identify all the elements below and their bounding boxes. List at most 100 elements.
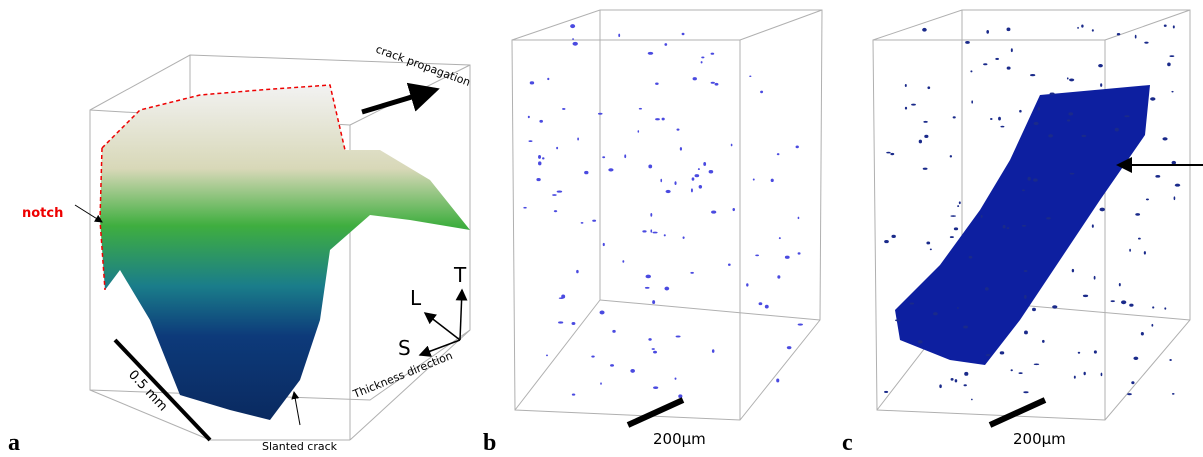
pore	[648, 338, 652, 341]
pore	[917, 340, 923, 344]
pore	[1140, 332, 1144, 336]
pore	[1129, 248, 1131, 252]
pore	[746, 283, 749, 287]
pore	[539, 119, 543, 123]
pore	[1010, 48, 1013, 53]
pore	[690, 188, 693, 193]
pore	[776, 378, 780, 383]
pore	[1171, 393, 1175, 395]
pore	[650, 229, 653, 233]
pore	[891, 234, 896, 239]
pore	[1068, 112, 1074, 116]
pore	[1033, 121, 1039, 126]
axis-l-label: L	[410, 286, 422, 310]
pore	[970, 70, 973, 73]
pore	[764, 304, 769, 309]
pore	[638, 107, 642, 110]
pore	[797, 252, 801, 255]
pore	[904, 106, 908, 110]
pore	[1021, 189, 1025, 192]
pore	[652, 300, 656, 304]
pore	[922, 27, 927, 32]
pore	[653, 350, 658, 354]
pore	[676, 128, 680, 131]
pore	[998, 116, 1001, 121]
pore	[577, 137, 579, 141]
pore	[1071, 268, 1075, 273]
pore	[1164, 307, 1167, 310]
pore	[701, 56, 705, 59]
pore	[1145, 198, 1149, 201]
pore	[571, 321, 576, 325]
pore	[711, 349, 715, 353]
pore	[655, 118, 660, 121]
pore	[1006, 27, 1011, 32]
pore	[682, 236, 685, 239]
pore	[770, 178, 774, 183]
pore	[1121, 300, 1127, 305]
pore	[644, 286, 650, 289]
pore	[755, 254, 760, 257]
axis-t-label: T	[453, 263, 467, 287]
notch-text: notch	[22, 206, 63, 221]
pore	[678, 394, 683, 399]
pore	[1023, 391, 1029, 394]
pore	[904, 84, 907, 88]
pore	[1099, 207, 1105, 212]
pore	[1124, 115, 1130, 118]
pore	[1010, 369, 1013, 372]
pore	[552, 194, 557, 196]
pore	[884, 390, 889, 394]
pore	[971, 398, 973, 401]
pore	[923, 120, 928, 123]
pore	[884, 240, 889, 244]
pore	[927, 86, 931, 90]
pore	[1032, 307, 1036, 312]
pore	[572, 38, 575, 40]
notch-outline	[101, 84, 346, 151]
pore	[655, 82, 659, 85]
pore	[580, 222, 584, 224]
pore	[674, 181, 677, 185]
pore	[553, 210, 558, 213]
pore	[1027, 176, 1031, 181]
pore	[894, 319, 901, 322]
pore	[1049, 92, 1055, 95]
pore	[652, 231, 658, 234]
pores	[884, 24, 1181, 401]
pore	[924, 134, 929, 139]
pore	[1069, 172, 1075, 175]
pore	[571, 393, 576, 396]
pore	[1081, 24, 1084, 28]
pore	[1042, 339, 1045, 343]
pore	[1006, 227, 1010, 230]
pore	[1030, 74, 1036, 77]
pore	[1163, 24, 1167, 27]
pore	[679, 147, 683, 151]
pore	[1073, 375, 1076, 379]
pore	[980, 214, 983, 218]
pore	[1093, 350, 1097, 354]
pore	[651, 348, 655, 350]
pore	[965, 41, 970, 44]
pore	[929, 248, 932, 251]
pore	[703, 162, 707, 166]
pore	[697, 168, 700, 171]
pore	[1155, 175, 1161, 178]
pore	[1152, 306, 1155, 309]
scale-bar	[113, 338, 212, 442]
pore	[1143, 251, 1146, 255]
pore	[1110, 300, 1115, 303]
pore	[1019, 109, 1022, 113]
panel-label: a	[8, 430, 20, 456]
pore	[597, 112, 603, 115]
pore	[730, 143, 733, 147]
pore	[1081, 134, 1087, 138]
pores	[523, 24, 803, 399]
pore	[1023, 270, 1028, 273]
pore	[698, 184, 703, 189]
pore	[661, 117, 665, 121]
pore	[971, 100, 974, 104]
pore	[558, 321, 564, 324]
pore	[708, 170, 714, 174]
